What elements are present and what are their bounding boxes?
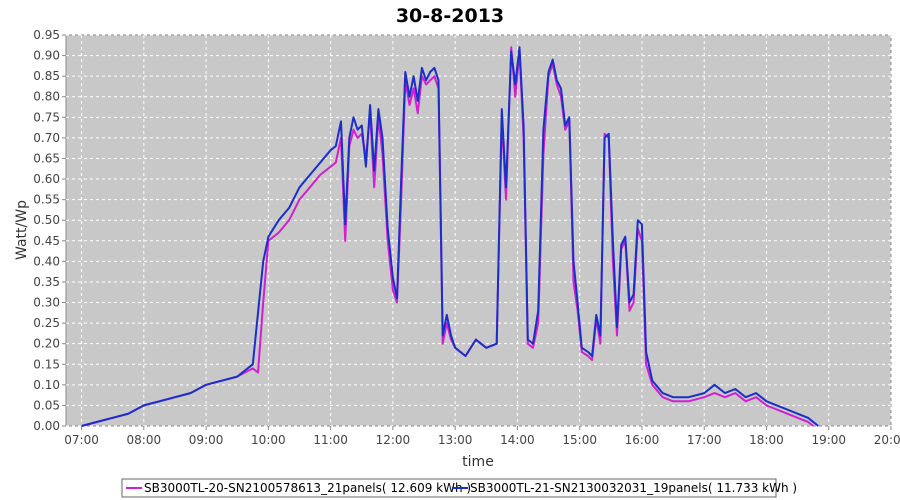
x-tick-label: 10:00 [251, 433, 286, 447]
y-tick-label: 0.80 [33, 90, 60, 104]
y-tick-label: 0.15 [33, 357, 60, 371]
series-lines [81, 46, 820, 427]
y-tick-label: 0.65 [33, 151, 60, 165]
series-2-line [81, 46, 820, 427]
x-tick-label: 20:00 [874, 433, 900, 447]
x-tick-label: 13:00 [438, 433, 473, 447]
plot-area [65, 34, 892, 427]
grid-lines [66, 34, 892, 427]
legend-label-series-2: SB3000TL-21-SN2130032031_19panels( 11.73… [470, 481, 797, 495]
y-tick-label: 0.90 [33, 49, 60, 63]
y-tick-label: 0.40 [33, 254, 60, 268]
legend-box [121, 478, 777, 498]
x-tick-label: 09:00 [189, 433, 224, 447]
y-tick-label: 0.30 [33, 296, 60, 310]
y-tick-label: 0.05 [33, 398, 60, 412]
y-tick-label: 0.35 [33, 275, 60, 289]
y-axis-ticks: 0.00 0.05 0.10 0.15 0.20 0.25 0.30 0.35 0.40 0.45… [33, 28, 66, 433]
x-tick-label: 16:00 [625, 433, 660, 447]
y-tick-label: 0.10 [33, 378, 60, 392]
y-tick-label: 0.50 [33, 213, 60, 227]
y-tick-label: 0.00 [33, 419, 60, 433]
x-tick-label: 12:00 [376, 433, 411, 447]
x-tick-label: 15:00 [562, 433, 597, 447]
x-tick-label: 11:00 [313, 433, 348, 447]
y-tick-label: 0.60 [33, 172, 60, 186]
x-tick-label: 18:00 [749, 433, 784, 447]
legend-label-series-1: SB3000TL-20-SN2100578613_21panels( 12.60… [144, 481, 471, 495]
x-axis-ticks: 07:00 08:00 09:00 10:00 11:00 12:00 13:00 14:00… [64, 426, 900, 447]
y-axis-label: Watt/Wp [14, 200, 30, 260]
y-tick-label: 0.25 [33, 316, 60, 330]
chart-title: 30-8-2013 [396, 5, 504, 27]
y-tick-label: 0.70 [33, 131, 60, 145]
x-tick-label: 07:00 [64, 433, 99, 447]
y-tick-label: 0.55 [33, 193, 60, 207]
y-tick-label: 0.95 [33, 28, 60, 42]
y-tick-label: 0.85 [33, 69, 60, 83]
x-axis-label: time [462, 454, 494, 470]
x-tick-label: 17:00 [687, 433, 722, 447]
x-tick-label: 14:00 [500, 433, 535, 447]
x-tick-label: 19:00 [811, 433, 846, 447]
y-tick-label: 0.75 [33, 110, 60, 124]
y-tick-label: 0.45 [33, 234, 60, 248]
y-tick-label: 0.20 [33, 337, 60, 351]
x-tick-label: 08:00 [127, 433, 162, 447]
